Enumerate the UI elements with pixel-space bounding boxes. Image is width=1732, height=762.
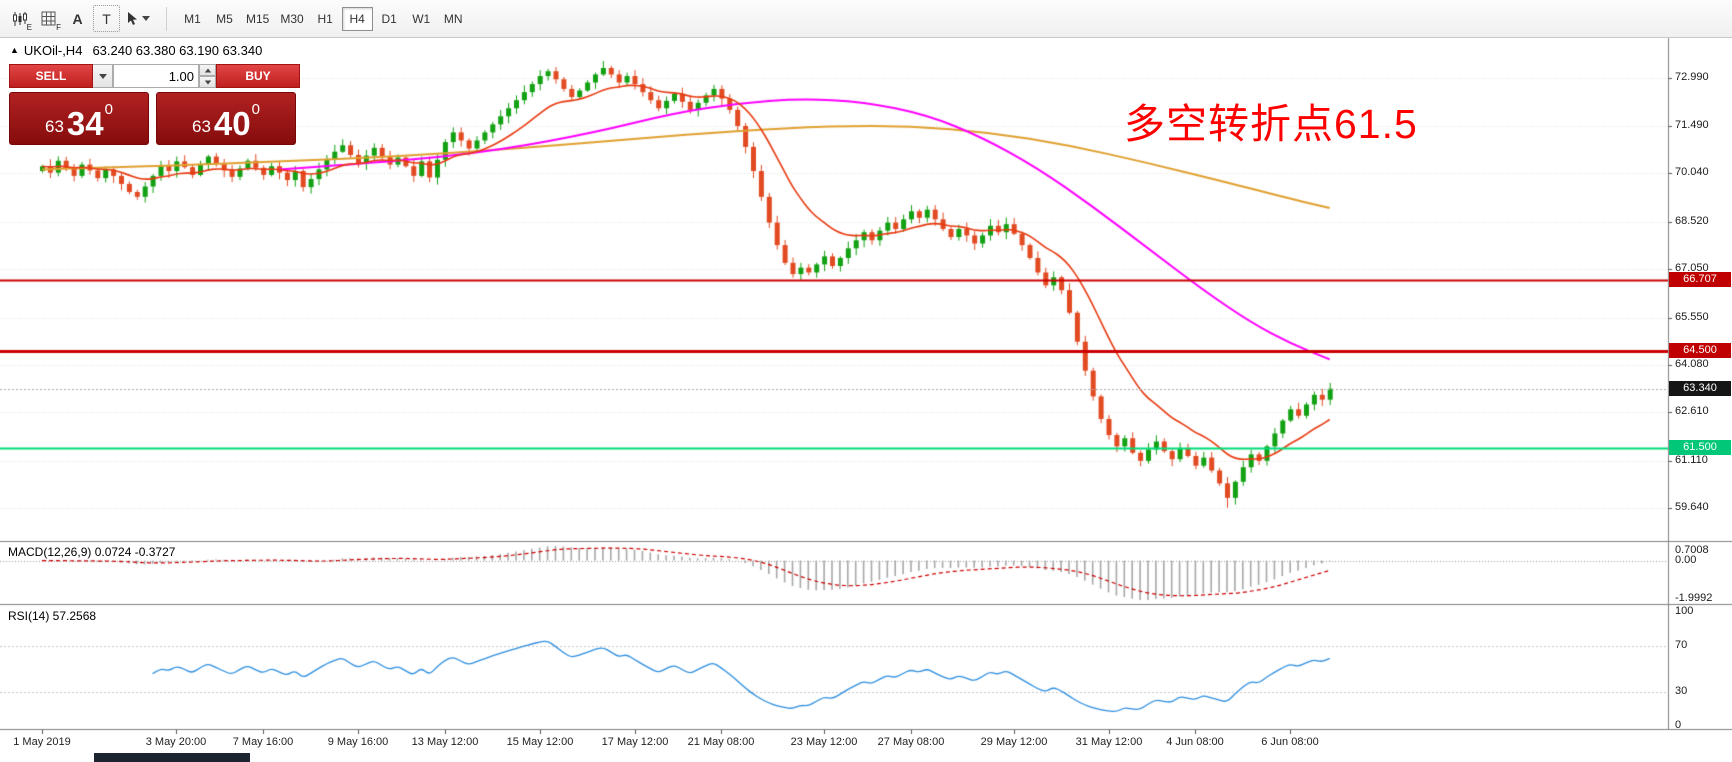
price-axis-label: 61.110 xyxy=(1675,454,1708,466)
price-tag: 64.500 xyxy=(1669,343,1731,358)
time-axis-label: 17 May 12:00 xyxy=(601,736,669,748)
sell-button[interactable]: SELL xyxy=(9,64,93,88)
price-axis-label: 67.050 xyxy=(1675,262,1709,274)
symbol-period-label: UKOil-,H4 xyxy=(23,43,83,58)
price-axis-label: 64.080 xyxy=(1675,358,1709,370)
trade-controls-row: SELL BUY xyxy=(9,64,311,88)
time-axis-label: 9 May 16:00 xyxy=(327,736,389,748)
toolbar-separator xyxy=(166,6,167,31)
volume-increment-button[interactable] xyxy=(199,64,216,76)
icon-subscript-f: F xyxy=(56,23,61,32)
bid-superscript: 0 xyxy=(104,101,113,118)
collapse-triangle-icon[interactable]: ▲ xyxy=(10,45,19,55)
price-axis-label: 70.040 xyxy=(1675,166,1709,178)
chinese-annotation-text: 多空转折点61.5 xyxy=(1124,101,1418,147)
rsi-indicator-label: RSI(14) 57.2568 xyxy=(8,609,97,623)
sell-price-box[interactable]: 63 34 0 xyxy=(9,92,149,145)
grid-glyph xyxy=(41,11,56,26)
time-axis-label: 21 May 08:00 xyxy=(687,736,755,748)
text-tool-icon[interactable]: T xyxy=(93,5,120,32)
bottom-dark-bar xyxy=(94,753,250,762)
ask-big-digits: 40 xyxy=(213,104,251,142)
rsi-axis-label: 70 xyxy=(1675,639,1688,651)
time-axis-label: 15 May 12:00 xyxy=(506,736,574,748)
volume-decrement-button[interactable] xyxy=(199,76,216,88)
price-tag: 66.707 xyxy=(1669,272,1731,287)
time-axis-label: 23 May 12:00 xyxy=(790,736,858,748)
price-axis-label: 68.520 xyxy=(1675,215,1709,227)
volume-spinner xyxy=(199,64,216,88)
toolbar: E F A T M1 M5 M15 M30 H1 H4 D1 W1 MN xyxy=(0,0,1732,38)
letter-t-glyph: T xyxy=(102,10,111,27)
time-axis-label: 1 May 2019 xyxy=(13,736,71,748)
text-label-tool-icon[interactable]: A xyxy=(64,5,91,32)
time-axis-label: 3 May 20:00 xyxy=(145,736,207,748)
chevron-down-icon xyxy=(204,80,211,84)
chevron-up-icon xyxy=(204,68,211,72)
time-axis-label: 27 May 08:00 xyxy=(877,736,945,748)
timeframe-button-group: M1 M5 M15 M30 H1 H4 D1 W1 MN xyxy=(177,6,470,31)
time-axis-label: 29 May 12:00 xyxy=(980,736,1048,748)
indicator-grid-icon[interactable]: F xyxy=(35,5,62,32)
ohlc-values-label: 63.240 63.380 63.190 63.340 xyxy=(92,43,263,58)
quote-boxes-row: 63 34 0 63 40 0 xyxy=(9,92,311,145)
bid-big-digits: 34 xyxy=(66,104,104,142)
macd-indicator-label: MACD(12,26,9) 0.0724 -0.3727 xyxy=(8,545,176,559)
cursor-arrow-glyph xyxy=(128,12,137,25)
price-tag: 63.340 xyxy=(1669,381,1731,396)
timeframe-button-m30[interactable]: M30 xyxy=(275,7,308,31)
price-tag: 61.500 xyxy=(1669,440,1731,455)
bid-prefix: 63 xyxy=(45,117,64,136)
timeframe-button-d1[interactable]: D1 xyxy=(374,7,405,31)
letter-a-glyph: A xyxy=(72,10,83,27)
rsi-axis-label: 0 xyxy=(1675,719,1682,731)
timeframe-button-h1[interactable]: H1 xyxy=(310,7,341,31)
timeframe-button-h4[interactable]: H4 xyxy=(341,6,373,31)
timeframe-button-w1[interactable]: W1 xyxy=(406,7,437,31)
ask-superscript: 0 xyxy=(251,101,260,118)
macd-axis-label: 0.00 xyxy=(1675,554,1697,566)
time-axis-label: 7 May 16:00 xyxy=(232,736,294,748)
macd-axis-label: -1.9992 xyxy=(1675,592,1713,604)
price-axis-label: 72.990 xyxy=(1675,71,1709,83)
rsi-axis-label: 100 xyxy=(1675,605,1694,617)
price-axis-label: 59.640 xyxy=(1675,501,1709,513)
icon-subscript-e: E xyxy=(26,23,32,32)
timeframe-button-mn[interactable]: MN xyxy=(438,7,469,31)
buy-button[interactable]: BUY xyxy=(216,64,300,88)
order-type-dropdown[interactable] xyxy=(93,64,113,88)
timeframe-button-m5[interactable]: M5 xyxy=(209,7,240,31)
volume-input[interactable] xyxy=(113,64,199,88)
time-axis-label: 4 Jun 08:00 xyxy=(1166,736,1224,748)
buy-price-box[interactable]: 63 40 0 xyxy=(156,92,296,145)
timeframe-button-m1[interactable]: M1 xyxy=(177,7,208,31)
candlestick-chart-icon[interactable]: E xyxy=(6,5,33,32)
ask-prefix: 63 xyxy=(192,117,211,136)
candlestick-glyph xyxy=(12,11,27,26)
macd-axis-label: 0.7008 xyxy=(1675,544,1709,556)
price-axis-label: 65.550 xyxy=(1675,311,1709,323)
rsi-axis-label: 30 xyxy=(1675,685,1688,697)
time-axis-label: 31 May 12:00 xyxy=(1075,736,1143,748)
chevron-down-icon xyxy=(142,16,150,21)
time-axis-label: 13 May 12:00 xyxy=(411,736,479,748)
timeframe-button-m15[interactable]: M15 xyxy=(241,7,274,31)
chevron-down-icon xyxy=(98,73,107,79)
price-axis-label: 71.490 xyxy=(1675,119,1709,131)
time-axis-label: 6 Jun 08:00 xyxy=(1261,736,1319,748)
price-axis-label: 62.610 xyxy=(1675,405,1709,417)
cursor-tool-icon[interactable] xyxy=(122,5,154,32)
chart-title: ▲ UKOil-,H4 63.240 63.380 63.190 63.340 xyxy=(10,43,262,58)
